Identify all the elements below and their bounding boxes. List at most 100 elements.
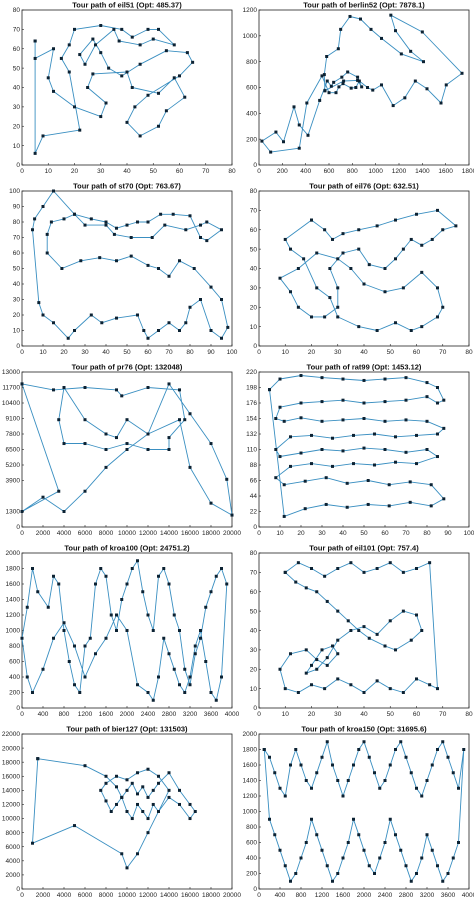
city-point <box>157 124 160 128</box>
y-tick-label: 176 <box>246 400 257 407</box>
city-point <box>73 644 76 648</box>
y-tick-label: 1600 <box>243 762 258 769</box>
city-point <box>214 574 218 578</box>
city-point <box>125 582 129 586</box>
city-point <box>454 224 458 228</box>
x-tick-label: 2800 <box>162 711 177 718</box>
city-point <box>209 285 213 289</box>
city-point <box>436 748 439 751</box>
city-point <box>325 79 329 83</box>
x-tick-label: 1600 <box>438 168 453 175</box>
city-point <box>415 567 418 570</box>
city-point <box>331 464 334 468</box>
city-point <box>430 848 434 852</box>
city-point <box>98 256 102 260</box>
city-point <box>310 786 313 790</box>
city-point <box>388 561 392 565</box>
city-point <box>199 629 202 632</box>
x-tick-label: 40 <box>102 349 110 356</box>
city-point <box>104 101 108 105</box>
city-point <box>129 254 133 258</box>
x-tick-label: 2400 <box>141 711 156 718</box>
city-point <box>282 140 285 144</box>
city-point <box>404 376 408 380</box>
city-point <box>115 629 118 632</box>
city-point <box>167 382 171 386</box>
city-point <box>20 636 24 640</box>
city-point <box>346 70 350 74</box>
city-point <box>278 455 282 459</box>
city-point <box>199 236 202 239</box>
y-tick-label: 10 <box>250 324 258 331</box>
x-tick-label: 600 <box>324 168 335 175</box>
city-point <box>322 73 326 77</box>
city-point <box>115 802 118 806</box>
city-point <box>320 419 324 423</box>
city-point <box>394 218 397 222</box>
y-tick-label: 400 <box>9 674 20 681</box>
city-point <box>345 505 349 509</box>
chart-svg-8: Tour path of eil101 (Opt: 757.4) 0 10 20 30 4… <box>250 544 473 719</box>
y-tick-label: 0 <box>16 886 20 893</box>
x-tick-label: 16000 <box>181 892 199 899</box>
city-point <box>278 786 282 790</box>
y-tick-label: 10 <box>13 143 21 150</box>
city-point <box>315 590 319 594</box>
city-point <box>375 567 379 570</box>
y-tick-label: 20 <box>13 123 21 130</box>
x-tick-label: 2000 <box>36 530 51 537</box>
y-tick-label: 1600 <box>6 581 21 588</box>
city-point <box>349 561 353 565</box>
city-point <box>296 305 300 309</box>
city-point <box>399 848 403 852</box>
city-point <box>320 755 324 759</box>
x-tick-label: 20 <box>60 349 68 356</box>
city-point <box>268 817 271 821</box>
city-point <box>399 52 403 56</box>
city-point <box>282 419 286 423</box>
chart-svg-7: Tour path of kroa100 (Opt: 24751.2) 0 400 8… <box>6 544 240 719</box>
city-point <box>383 267 387 270</box>
city-point <box>220 675 223 679</box>
city-point <box>112 27 116 31</box>
y-tick-label: 40 <box>250 266 258 273</box>
city-point <box>62 442 66 446</box>
city-point <box>352 763 355 767</box>
city-point <box>89 313 93 317</box>
city-point <box>315 833 319 837</box>
city-point <box>62 510 66 513</box>
city-point <box>125 866 129 870</box>
city-point <box>283 794 287 798</box>
city-point <box>320 400 324 404</box>
city-point <box>130 35 134 39</box>
city-point <box>415 433 418 437</box>
city-point <box>283 687 287 691</box>
y-tick-label: 60 <box>250 227 258 234</box>
city-point <box>129 236 133 239</box>
y-tick-label: 4000 <box>6 858 21 865</box>
city-point <box>388 619 392 623</box>
city-point <box>88 636 92 640</box>
city-point <box>360 85 364 89</box>
city-point <box>130 817 134 821</box>
city-point <box>220 567 223 570</box>
chart-panel-7: Tour path of kroa100 (Opt: 24751.2) 0 400 8… <box>0 543 240 724</box>
x-tick-label: 70 <box>439 349 447 356</box>
city-point <box>297 146 301 150</box>
city-point <box>130 567 134 570</box>
city-point <box>36 757 40 761</box>
city-point <box>289 435 292 439</box>
x-tick-label: 1200 <box>392 168 407 175</box>
city-point <box>323 89 327 93</box>
city-point <box>428 561 432 565</box>
city-point <box>299 451 303 455</box>
city-point <box>383 419 387 423</box>
city-point <box>352 462 355 466</box>
x-tick-label: 0 <box>20 349 24 356</box>
city-point <box>299 374 303 378</box>
chart-title: Tour path of eil101 (Opt: 757.4) <box>309 544 419 553</box>
city-point <box>162 567 166 570</box>
city-point <box>369 27 373 31</box>
city-point <box>73 329 76 332</box>
city-point <box>91 37 95 41</box>
